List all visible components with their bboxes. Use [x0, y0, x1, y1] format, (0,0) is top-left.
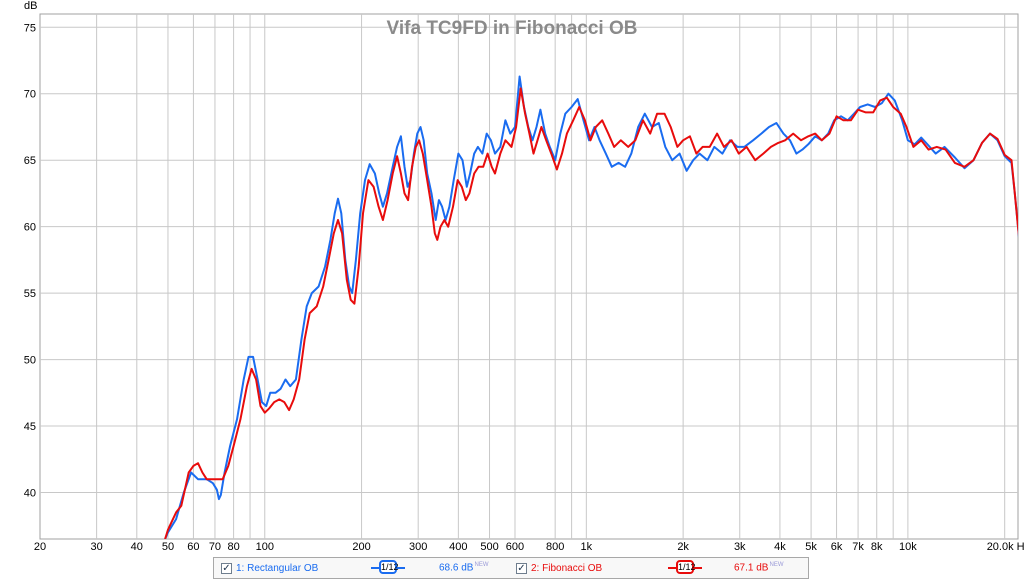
- series-1-smoothing-value: 1/12: [379, 560, 399, 574]
- y-axis-label: dB: [24, 0, 37, 12]
- x-tick-label: 100: [256, 541, 274, 553]
- x-tick-label: 1k: [581, 541, 593, 553]
- series-lines: [164, 75, 1018, 539]
- x-tick-label: 3k: [734, 541, 746, 553]
- x-tick-label: 800: [546, 541, 564, 553]
- y-tick-label: 70: [24, 89, 36, 101]
- series-2-checkbox[interactable]: ✓: [516, 563, 527, 574]
- x-tick-label: 8k: [871, 541, 883, 553]
- x-tick-label: 7k: [852, 541, 864, 553]
- x-tick-label: 70: [209, 541, 221, 553]
- y-tick-label: 45: [24, 421, 36, 433]
- legend-item-fibonacci-ob[interactable]: ✓ 2: Fibonacci OB: [516, 561, 602, 576]
- y-tick-label: 60: [24, 222, 36, 234]
- plot-background: [39, 13, 1019, 540]
- series-1-new-badge: NEW: [474, 562, 489, 568]
- series-2-level: 67.1 dBNEW: [734, 562, 783, 573]
- series-1-smoothing-control[interactable]: 1/12: [371, 560, 405, 576]
- series-1-checkbox[interactable]: ✓: [221, 563, 232, 574]
- series-1-level: 68.6 dBNEW: [439, 562, 488, 573]
- series-2-smoothing-control[interactable]: 1/12: [668, 560, 702, 576]
- x-tick-label: 20.0k Hz: [987, 541, 1024, 553]
- x-tick-label: 500: [480, 541, 498, 553]
- x-tick-label: 60: [187, 541, 199, 553]
- x-tick-label: 40: [131, 541, 143, 553]
- y-tick-label: 75: [24, 22, 36, 34]
- x-tick-label: 400: [449, 541, 467, 553]
- y-tick-label: 50: [24, 355, 36, 367]
- x-tick-label: 10k: [899, 541, 917, 553]
- y-tick-label: 65: [24, 155, 36, 167]
- legend-bar: ✓ 1: Rectangular OB 1/12 68.6 dBNEW ✓ 2:…: [213, 557, 809, 579]
- y-tick-label: 40: [24, 487, 36, 499]
- x-tick-label: 30: [90, 541, 102, 553]
- series-2-smoothing-value: 1/12: [676, 560, 696, 574]
- x-tick-label: 200: [352, 541, 370, 553]
- series-1-level-value: 68.6 dB: [439, 562, 474, 574]
- x-tick-label: 80: [227, 541, 239, 553]
- x-tick-label: 600: [506, 541, 524, 553]
- chart-title: Vifa TC9FD in Fibonacci OB: [387, 18, 638, 39]
- x-tick-label: 5k: [805, 541, 817, 553]
- series-1-label: 1: Rectangular OB: [236, 563, 319, 574]
- y-axis-ticks: 75 70 65 60 55 50 45 40: [24, 22, 36, 499]
- series-2-label: 2: Fibonacci OB: [531, 563, 603, 574]
- frequency-response-chart: 75 70 65 60 55 50 45 40 20 30 40 50 60 70 80 100 200 300…: [24, 0, 1024, 553]
- legend-item-rectangular-ob[interactable]: ✓ 1: Rectangular OB: [221, 561, 318, 576]
- series-line-2: [164, 87, 1018, 539]
- x-tick-label: 2k: [677, 541, 689, 553]
- x-tick-label: 20: [34, 541, 46, 553]
- x-tick-label: 300: [409, 541, 427, 553]
- series-2-new-badge: NEW: [769, 562, 784, 568]
- series-2-level-value: 67.1 dB: [734, 562, 769, 574]
- x-tick-label: 6k: [831, 541, 843, 553]
- x-tick-label: 50: [162, 541, 174, 553]
- x-tick-label: 4k: [774, 541, 786, 553]
- y-tick-label: 55: [24, 288, 36, 300]
- x-axis-ticks: 20 30 40 50 60 70 80 100 200 300 400 500 600 800 1k 2k 3…: [34, 541, 1024, 553]
- grid-lines: [40, 14, 1018, 539]
